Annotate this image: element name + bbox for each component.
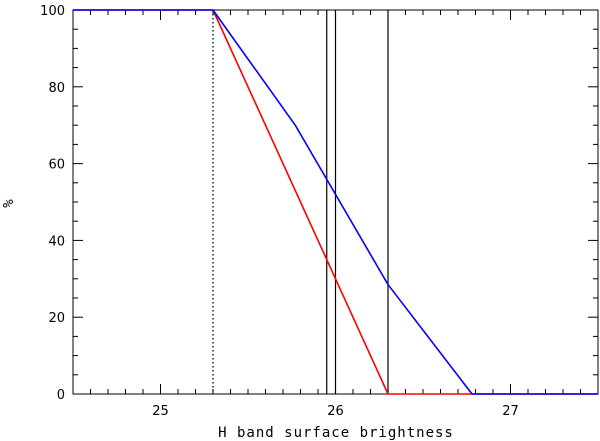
x-tick-label: 25 [152, 404, 169, 419]
x-axis-label: H band surface brightness [218, 425, 454, 441]
x-tick-label: 26 [327, 404, 344, 419]
y-tick-label: 60 [48, 158, 65, 173]
x-tick-label: 27 [502, 404, 519, 419]
y-tick-label: 0 [57, 388, 65, 403]
series-line-2 [73, 9, 598, 395]
y-tick-label: 20 [48, 311, 65, 326]
y-tick-label: 40 [48, 234, 65, 249]
y-axis-label: % [1, 198, 17, 207]
y-tick-label: 100 [40, 4, 65, 19]
y-tick-label: 80 [48, 81, 65, 96]
